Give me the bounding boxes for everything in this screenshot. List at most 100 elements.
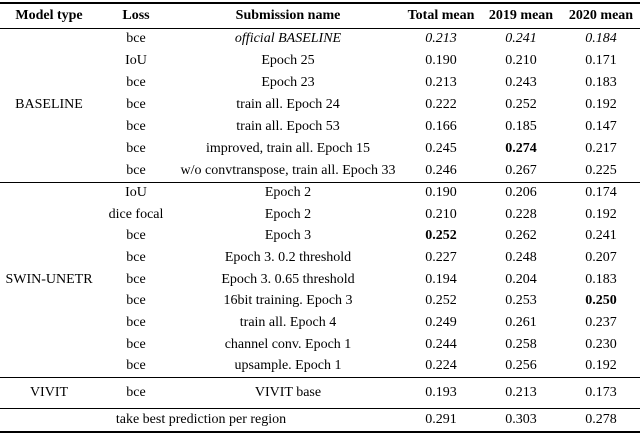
- mean-2019-cell: 0.248: [505, 249, 537, 265]
- footer-label: take best prediction per region: [115, 411, 287, 427]
- loss-cell: dice focal: [108, 206, 164, 222]
- mean-2020-cell: 0.217: [585, 141, 617, 156]
- col-header-loss: Loss: [98, 3, 174, 29]
- mean-2019-cell: 0.241: [505, 31, 537, 47]
- loss-cell: bce: [126, 75, 146, 90]
- table-row: VIVIT bce VIVIT base 0.193 0.213 0.173: [0, 377, 640, 408]
- total-mean-cell: 0.249: [425, 314, 457, 330]
- mean-2019-cell: 0.258: [505, 336, 537, 352]
- model-type-cell: BASELINE: [15, 97, 83, 112]
- total-mean-cell: 0.252: [425, 228, 457, 244]
- mean-2020-cell: 0.278: [585, 411, 617, 427]
- total-mean-cell: 0.245: [425, 141, 457, 156]
- table-section: SWIN-UNETR IoU Epoch 2 0.190 0.206 0.174 dice …: [0, 182, 640, 377]
- mean-2019-cell: 0.274: [505, 141, 537, 156]
- mean-2019-cell: 0.243: [505, 75, 537, 90]
- submission-name-cell: Epoch 3. 0.2 threshold: [224, 249, 352, 265]
- table-row: IoU Epoch 25 0.190 0.210 0.171: [0, 50, 640, 72]
- table-footer: take best prediction per region 0.291 0.30…: [0, 408, 640, 432]
- submission-name-cell: VIVIT base: [254, 384, 322, 400]
- loss-cell: bce: [126, 228, 146, 244]
- mean-2019-cell: 0.267: [505, 162, 537, 178]
- submission-name-cell: Epoch 2: [264, 185, 312, 201]
- submission-name-cell: w/o convtranspose, train all. Epoch 33: [180, 162, 396, 178]
- table-row: bce 16bit training. Epoch 3 0.252 0.253 0.25…: [0, 290, 640, 312]
- table-row: bce Epoch 3. 0.65 threshold 0.194 0.204 0.18…: [0, 269, 640, 291]
- loss-cell: bce: [126, 314, 146, 330]
- total-mean-cell: 0.246: [425, 162, 457, 178]
- table-section: VIVIT bce VIVIT base 0.193 0.213 0.173: [0, 377, 640, 408]
- mean-2020-cell: 0.207: [585, 249, 617, 265]
- submission-name-cell: Epoch 2: [264, 206, 312, 222]
- total-mean-cell: 0.252: [425, 293, 457, 309]
- mean-2020-cell: 0.174: [585, 185, 617, 201]
- mean-2020-cell: 0.250: [585, 293, 617, 309]
- col-header-2019-mean: 2019 mean: [480, 3, 562, 29]
- table-row: bce Epoch 3. 0.2 threshold 0.227 0.248 0.207: [0, 247, 640, 269]
- table-header: Model type Loss Submission name Total me…: [0, 3, 640, 29]
- mean-2020-cell: 0.225: [585, 162, 617, 178]
- loss-cell: bce: [126, 293, 146, 309]
- loss-cell: bce: [126, 119, 146, 134]
- mean-2020-cell: 0.230: [585, 336, 617, 352]
- total-mean-cell: 0.193: [425, 384, 457, 400]
- submission-name-cell: train all. Epoch 24: [236, 97, 340, 112]
- total-mean-cell: 0.194: [425, 271, 457, 287]
- mean-2020-cell: 0.192: [585, 358, 617, 374]
- loss-cell: IoU: [125, 53, 147, 68]
- mean-2019-cell: 0.252: [505, 97, 537, 112]
- table-row: BASELINE bce official BASELINE 0.213 0.241 0.…: [0, 28, 640, 112]
- total-mean-cell: 0.244: [425, 336, 457, 352]
- mean-2019-cell: 0.261: [505, 314, 537, 330]
- submission-name-cell: channel conv. Epoch 1: [224, 336, 352, 352]
- table-section: BASELINE bce official BASELINE 0.213 0.241 0.…: [0, 28, 640, 182]
- submission-name-cell: train all. Epoch 4: [239, 314, 337, 330]
- mean-2019-cell: 0.303: [505, 411, 537, 427]
- table-row: bce train all. Epoch 53 0.166 0.185 0.147: [0, 116, 640, 138]
- header-row: Model type Loss Submission name Total me…: [0, 3, 640, 29]
- loss-cell: bce: [126, 358, 146, 374]
- total-mean-cell: 0.190: [425, 53, 457, 68]
- total-mean-cell: 0.224: [425, 358, 457, 374]
- total-mean-cell: 0.227: [425, 249, 457, 265]
- table-row: bce channel conv. Epoch 1 0.244 0.258 0.230: [0, 334, 640, 356]
- loss-cell: bce: [126, 31, 146, 47]
- mean-2020-cell: 0.237: [585, 314, 617, 330]
- loss-cell: bce: [126, 97, 146, 112]
- submission-name-cell: Epoch 25: [261, 53, 315, 68]
- table-row: bce improved, train all. Epoch 15 0.245 0.2…: [0, 138, 640, 160]
- loss-cell: bce: [126, 249, 146, 265]
- loss-cell: bce: [126, 271, 146, 287]
- col-header-2020-mean: 2020 mean: [562, 3, 640, 29]
- total-mean-cell: 0.213: [425, 31, 457, 47]
- mean-2019-cell: 0.210: [505, 53, 537, 68]
- total-mean-cell: 0.291: [425, 411, 457, 427]
- submission-name-cell: upsample. Epoch 1: [234, 358, 342, 374]
- mean-2019-cell: 0.228: [505, 206, 537, 222]
- submission-name-cell: Epoch 3: [264, 228, 312, 244]
- model-type-cell: VIVIT: [29, 384, 69, 400]
- total-mean-cell: 0.213: [425, 75, 457, 90]
- col-header-model-type: Model type: [0, 3, 98, 29]
- mean-2019-cell: 0.204: [505, 271, 537, 287]
- mean-2019-cell: 0.262: [505, 228, 537, 244]
- col-header-total-mean: Total mean: [402, 3, 480, 29]
- loss-cell: bce: [126, 336, 146, 352]
- total-mean-cell: 0.222: [425, 97, 457, 112]
- mean-2019-cell: 0.213: [505, 384, 537, 400]
- table-row: bce Epoch 3 0.252 0.262 0.241: [0, 225, 640, 247]
- submission-name-cell: improved, train all. Epoch 15: [205, 141, 371, 156]
- model-type-cell: SWIN-UNETR: [5, 271, 93, 287]
- table-row: SWIN-UNETR IoU Epoch 2 0.190 0.206 0.174: [0, 182, 640, 286]
- total-mean-cell: 0.166: [425, 119, 457, 134]
- col-header-submission-name: Submission name: [174, 3, 402, 29]
- table-row: dice focal Epoch 2 0.210 0.228 0.192: [0, 204, 640, 226]
- loss-cell: bce: [126, 162, 146, 178]
- mean-2020-cell: 0.183: [585, 75, 617, 90]
- submission-name-cell: train all. Epoch 53: [236, 119, 340, 134]
- total-mean-cell: 0.210: [425, 206, 457, 222]
- table-row: bce w/o convtranspose, train all. Epoch 3…: [0, 160, 640, 182]
- submission-name-cell: 16bit training. Epoch 3: [223, 293, 353, 309]
- footer-row: take best prediction per region 0.291 0.30…: [0, 408, 640, 432]
